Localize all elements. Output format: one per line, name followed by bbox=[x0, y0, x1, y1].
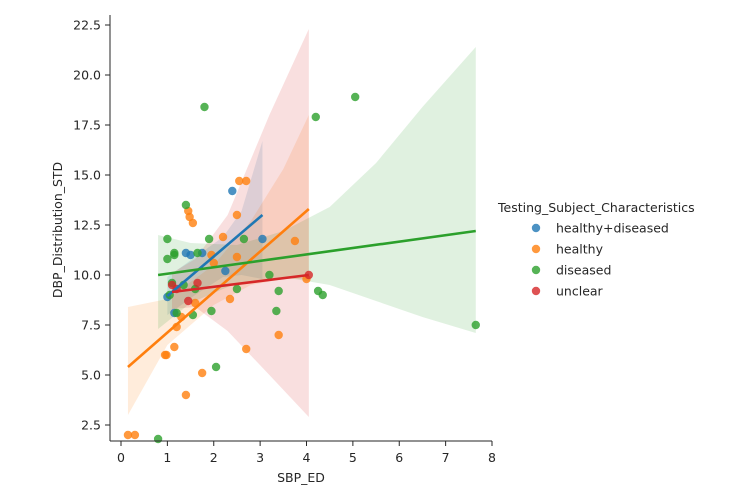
confidence-band-unclear bbox=[172, 29, 309, 417]
data-point bbox=[162, 350, 171, 360]
legend-entry: diseased bbox=[556, 263, 611, 278]
data-point bbox=[242, 176, 251, 186]
data-point bbox=[232, 284, 242, 294]
confidence-bands bbox=[127, 29, 476, 417]
x-tick-label: 6 bbox=[395, 450, 403, 465]
legend: Testing_Subject_Characteristics healthy+… bbox=[497, 200, 695, 299]
data-point bbox=[211, 362, 221, 372]
data-point bbox=[350, 92, 360, 102]
legend-title: Testing_Subject_Characteristics bbox=[497, 200, 695, 215]
data-point bbox=[265, 270, 274, 280]
confidence-band-diseased bbox=[158, 47, 476, 333]
data-point bbox=[123, 430, 133, 440]
legend-marker bbox=[531, 286, 541, 296]
x-tick-label: 2 bbox=[210, 450, 218, 465]
data-point bbox=[153, 434, 163, 444]
data-point bbox=[232, 210, 242, 220]
y-axis-label: DBP_Distribution_STD bbox=[50, 162, 65, 298]
y-tick-label: 20.0 bbox=[73, 68, 101, 83]
y-tick-label: 7.5 bbox=[81, 318, 101, 333]
x-axis-label: SBP_ED bbox=[277, 470, 325, 485]
data-point bbox=[204, 234, 214, 244]
data-point bbox=[200, 102, 209, 112]
confidence-band-healthy bbox=[127, 115, 309, 415]
data-point bbox=[272, 306, 281, 316]
data-point bbox=[209, 258, 218, 268]
regression-line-healthy-diseased bbox=[166, 214, 264, 297]
regression-line-unclear bbox=[171, 273, 309, 294]
data-point bbox=[184, 296, 193, 306]
y-tick-label: 22.5 bbox=[73, 18, 101, 33]
x-tick-label: 8 bbox=[488, 450, 496, 465]
data-point bbox=[242, 344, 251, 354]
regression-line-diseased bbox=[157, 229, 476, 277]
data-point bbox=[170, 248, 179, 258]
y-tick-label: 5.0 bbox=[81, 368, 101, 383]
data-points bbox=[123, 92, 480, 444]
data-point bbox=[172, 308, 181, 318]
legend-entry: unclear bbox=[556, 284, 604, 299]
data-point bbox=[193, 248, 202, 258]
data-point bbox=[163, 254, 172, 264]
data-point bbox=[193, 278, 202, 288]
x-ticks: 0 1 2 3 4 5 6 7 8 bbox=[117, 441, 496, 465]
data-point bbox=[258, 234, 267, 244]
x-tick-label: 7 bbox=[442, 450, 450, 465]
regression-lines bbox=[127, 208, 476, 368]
data-point bbox=[163, 234, 172, 244]
data-point bbox=[181, 200, 191, 210]
data-point bbox=[239, 234, 249, 244]
data-point bbox=[311, 112, 320, 122]
x-tick-label: 1 bbox=[163, 450, 171, 465]
data-point bbox=[186, 250, 195, 260]
data-point bbox=[225, 294, 235, 304]
data-point bbox=[218, 232, 228, 242]
legend-marker bbox=[531, 265, 541, 275]
y-tick-label: 10.0 bbox=[73, 268, 101, 283]
data-point bbox=[318, 290, 327, 300]
data-point bbox=[197, 368, 207, 378]
x-tick-label: 4 bbox=[303, 450, 311, 465]
legend-entry: healthy bbox=[556, 242, 604, 257]
data-point bbox=[207, 306, 216, 316]
y-ticks: 2.5 5.0 7.5 10.0 12.5 15.0 17.5 20.0 22.5 bbox=[73, 18, 110, 433]
legend-marker bbox=[531, 223, 541, 233]
data-point bbox=[181, 390, 191, 400]
data-point bbox=[232, 252, 242, 262]
data-point bbox=[471, 320, 480, 330]
data-point bbox=[228, 186, 237, 196]
y-tick-label: 15.0 bbox=[73, 168, 101, 183]
x-tick-label: 3 bbox=[256, 450, 264, 465]
axes bbox=[109, 15, 492, 442]
data-point bbox=[188, 218, 198, 228]
y-tick-label: 2.5 bbox=[81, 418, 101, 433]
legend-entry: healthy+diseased bbox=[556, 221, 669, 236]
x-tick-label: 0 bbox=[117, 450, 125, 465]
x-tick-label: 5 bbox=[349, 450, 357, 465]
data-point bbox=[130, 430, 140, 440]
data-point bbox=[235, 176, 244, 186]
data-point bbox=[290, 236, 300, 246]
y-tick-label: 12.5 bbox=[73, 218, 101, 233]
y-tick-label: 17.5 bbox=[73, 118, 101, 133]
regression-line-healthy bbox=[127, 208, 310, 368]
data-point bbox=[170, 342, 179, 352]
data-point bbox=[221, 266, 230, 276]
legend-marker bbox=[531, 244, 541, 254]
data-point bbox=[274, 330, 283, 340]
data-point bbox=[274, 286, 283, 296]
